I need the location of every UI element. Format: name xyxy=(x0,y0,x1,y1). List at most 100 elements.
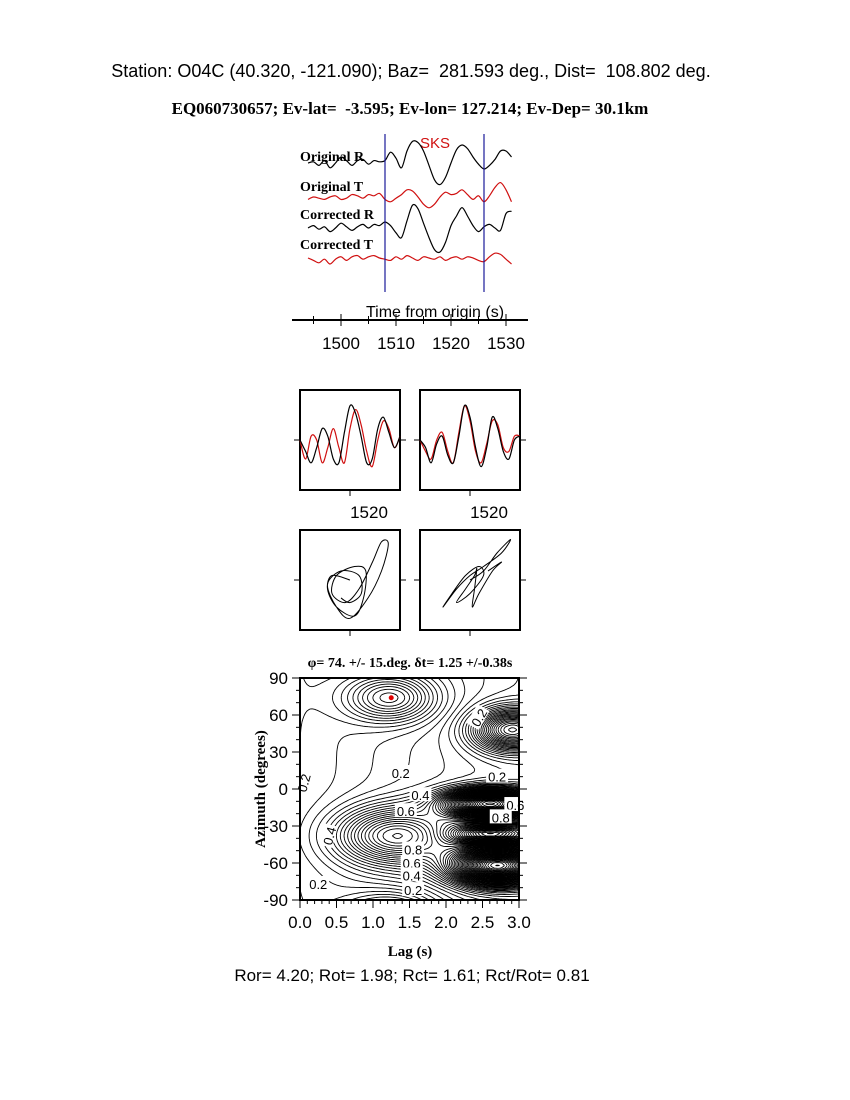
waveform-red xyxy=(299,409,401,468)
contour-label-text: 0.2 xyxy=(309,877,327,892)
contour-label: 0.4 xyxy=(318,823,339,849)
contour-label-text: 0.2 xyxy=(392,766,410,781)
contour-label-bg xyxy=(489,809,512,824)
contour-label: 0.2 xyxy=(307,875,330,892)
trace-label-original-t: Original T xyxy=(300,180,364,195)
contour-line xyxy=(357,708,519,891)
best-fit-marker xyxy=(388,695,394,701)
contour-label-bg xyxy=(402,882,425,897)
contour-label-text: 0.8 xyxy=(404,842,422,857)
contour-line xyxy=(347,678,508,900)
x-tick-label: 3.0 xyxy=(507,913,531,932)
contour-label: 0.6 xyxy=(400,855,423,871)
trace-label-corrected-t: Corrected T xyxy=(300,238,374,253)
comparison-tick-label: 1520 xyxy=(350,503,388,522)
contour-label-bg xyxy=(504,797,527,812)
contour-line xyxy=(340,678,511,900)
contour-label: 0.8 xyxy=(489,809,512,825)
contour-line xyxy=(474,798,517,874)
contour-label-bg xyxy=(400,855,423,869)
particle-motion-trace xyxy=(326,539,389,619)
x-axis-label: Lag (s) xyxy=(388,944,433,960)
trace-original-r xyxy=(307,140,512,186)
contour-line xyxy=(332,678,513,900)
contour-label: 0.4 xyxy=(409,787,432,803)
contour-label-text: 0.4 xyxy=(403,868,421,883)
contour-line xyxy=(379,692,399,704)
contour-line xyxy=(495,864,500,867)
waveform-comparison-panels: 1520 1520 xyxy=(294,389,526,522)
time-axis-label: Time from origin (s) xyxy=(366,304,504,321)
trace-label-corrected-r: Corrected R xyxy=(300,208,375,223)
contour-label: 0.4 xyxy=(400,867,423,883)
x-tick-label: 0.5 xyxy=(325,913,349,932)
y-tick-label: 0 xyxy=(279,780,288,799)
contour-label-bg xyxy=(402,841,425,856)
contour-label: 0.8 xyxy=(402,841,425,857)
contour-label: 0.2 xyxy=(466,703,490,730)
trace-corrected-t xyxy=(307,252,512,265)
y-tick-label: -60 xyxy=(263,854,288,873)
contour-label-bg xyxy=(466,703,490,730)
event-title: EQ060730657; Ev-lat= -3.595; Ev-lon= 127… xyxy=(172,99,649,118)
contour-label: 0.2 xyxy=(293,770,314,796)
contour-label: 0.2 xyxy=(402,882,425,898)
particle-motion-trace xyxy=(442,538,512,608)
contour-label: 0.2 xyxy=(486,768,509,785)
contour-label-text: 0.2 xyxy=(488,770,506,785)
contour-label-bg xyxy=(400,867,423,882)
time-tick-label: 1530 xyxy=(487,334,525,353)
x-tick-label: 1.0 xyxy=(361,913,385,932)
contour-line xyxy=(485,802,510,871)
contour-label-text: 0.4 xyxy=(320,825,339,846)
trace-corrected-r xyxy=(307,203,512,254)
time-tick-label: 1510 xyxy=(377,334,415,353)
time-tick-label: 1500 xyxy=(322,334,360,353)
contour-label-bg xyxy=(389,764,412,779)
contour-line xyxy=(490,862,505,869)
time-tick-label: 1520 xyxy=(432,334,470,353)
contour-line xyxy=(372,688,406,707)
x-tick-label: 2.0 xyxy=(434,913,458,932)
y-tick-label: -90 xyxy=(263,891,288,910)
contour-title: φ= 74. +/- 15.deg. δt= 1.25 +/-0.38s xyxy=(308,656,513,671)
comparison-box xyxy=(419,389,521,491)
y-tick-label: 30 xyxy=(269,743,288,762)
y-tick-label: 90 xyxy=(269,669,288,688)
y-tick-label: 60 xyxy=(269,706,288,725)
contour-label-bg xyxy=(307,875,330,890)
x-tick-label: 2.5 xyxy=(471,913,495,932)
y-axis-label: Azimuth (degrees) xyxy=(253,730,269,848)
contour-label-bg xyxy=(409,787,432,802)
contour-line xyxy=(487,860,508,870)
trace-original-t xyxy=(307,181,513,209)
trace-label-original-r: Original R xyxy=(300,150,365,165)
seismogram-panel: SKS Original R Original T Corrected R Co… xyxy=(292,134,528,353)
contour-line xyxy=(476,799,516,874)
contour-label-text: 0.2 xyxy=(295,772,314,793)
contour-label: 0.6 xyxy=(394,803,417,819)
waveform-black xyxy=(419,404,521,468)
contour-line xyxy=(481,800,512,872)
waveform-black xyxy=(299,404,401,466)
contour-line xyxy=(473,798,518,875)
contour-label: 0.2 xyxy=(389,764,412,781)
contour-line xyxy=(357,681,501,837)
contour-lines xyxy=(300,678,519,900)
contour-label-text: 0.6 xyxy=(403,856,421,871)
contour-line xyxy=(362,683,494,835)
contour-label-text: 0.4 xyxy=(411,788,429,803)
contour-label-text: 0.8 xyxy=(492,810,510,825)
splitting-grid-search-contour: φ= 74. +/- 15.deg. δt= 1.25 +/-0.38s Lag… xyxy=(253,656,531,960)
contour-label-text: 0.2 xyxy=(404,883,422,898)
particle-motion-panels xyxy=(294,529,526,636)
phase-label: SKS xyxy=(420,135,450,152)
contour-line xyxy=(335,694,519,900)
station-title: Station: O04C (40.320, -121.090); Baz= 2… xyxy=(111,61,710,81)
ratio-summary: Ror= 4.20; Rot= 1.98; Rct= 1.61; Rct/Rot… xyxy=(234,966,589,985)
x-tick-label: 1.5 xyxy=(398,913,422,932)
contour-label-bg xyxy=(318,823,338,849)
y-tick-label: -30 xyxy=(263,817,288,836)
contour-label-text: 0.6 xyxy=(397,804,415,819)
